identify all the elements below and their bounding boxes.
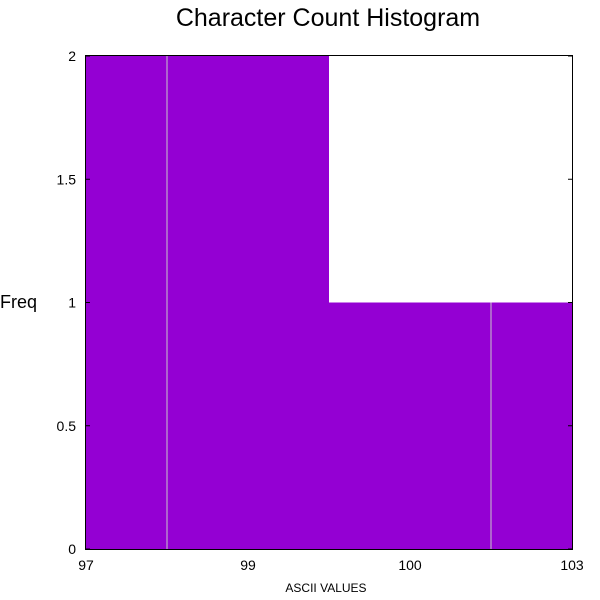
y-tick-label: 1 <box>68 295 76 311</box>
histogram-bar <box>410 302 491 549</box>
y-axis-label: Freq <box>0 292 37 312</box>
histogram-bar <box>167 56 248 549</box>
x-tick-label: 99 <box>240 557 256 573</box>
plot-frame <box>85 55 573 550</box>
chart-title: Character Count Histogram <box>176 4 480 32</box>
x-tick-label: 100 <box>398 557 422 573</box>
bin-separators <box>166 56 492 549</box>
y-tick-label: 0.5 <box>57 418 77 434</box>
y-tick-label: 2 <box>68 48 76 64</box>
x-axis-ticks: 97 99 100 103 <box>78 557 584 573</box>
y-tick-label: 0 <box>68 541 76 557</box>
histogram-bar <box>329 302 410 549</box>
histogram-bar <box>86 56 167 549</box>
x-tick-label: 97 <box>78 557 94 573</box>
bars-group <box>86 56 572 549</box>
y-axis-ticks: 0 0.5 1 1.5 2 <box>57 48 572 557</box>
y-tick-label: 1.5 <box>57 171 77 187</box>
x-tick-label: 103 <box>560 557 584 573</box>
histogram-bar <box>491 302 572 549</box>
x-axis-label: ASCII VALUES <box>285 581 366 595</box>
histogram-bar <box>248 56 329 549</box>
